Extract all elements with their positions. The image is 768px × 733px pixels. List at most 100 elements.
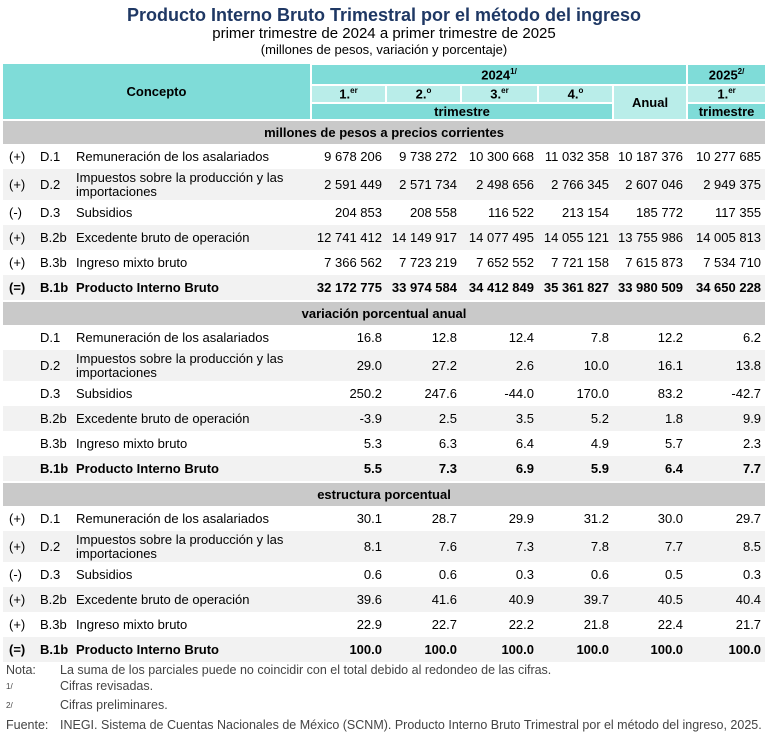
- table-row: (+) D.2 Impuestos sobre la producción y la…: [3, 531, 766, 562]
- row-value: 100.0: [613, 637, 688, 662]
- table-row: B.1b Producto Interno Bruto 5.5 7.3 6.9 5.9 6.…: [3, 456, 766, 482]
- footnote-key: 1/: [6, 681, 13, 691]
- row-concept: Subsidios: [76, 204, 133, 220]
- row-value: 5.5: [311, 456, 386, 482]
- row-value: 7.7: [687, 456, 766, 482]
- row-value: 14 005 813: [687, 225, 766, 250]
- footnote: 2/Cifras preliminares.: [6, 698, 768, 718]
- row-value: 7 615 873: [625, 255, 684, 270]
- row-value: 39.7: [538, 587, 613, 612]
- row-value: 5.7: [664, 436, 684, 451]
- footnote: 1/Cifras revisadas.: [6, 679, 768, 699]
- row-value: 11 032 358: [544, 149, 609, 164]
- row-value: 22.7: [431, 617, 457, 632]
- row-value: 22.9: [356, 617, 382, 632]
- footnote-text: Cifras preliminares.: [60, 698, 168, 713]
- row-concept: Producto Interno Bruto: [72, 637, 311, 662]
- row-concept: Impuestos sobre la producción y las impo…: [72, 350, 311, 381]
- row-code: D.2: [36, 531, 72, 562]
- row-value: 7 723 219: [399, 255, 457, 270]
- row-value: 247.6: [424, 386, 457, 401]
- row-value: 6.4: [515, 436, 534, 451]
- row-value: 5.3: [363, 436, 382, 451]
- row-value: 100.0: [386, 637, 461, 662]
- row-value: 5.9: [538, 456, 613, 482]
- row-concept: Excedente bruto de operación: [72, 587, 311, 612]
- row-value: 29.0: [311, 350, 386, 381]
- row-code: B.3b: [40, 255, 67, 270]
- row-value: 9 678 206: [324, 149, 382, 164]
- section-header: estructura porcentual: [3, 481, 766, 506]
- row-value: 39.6: [311, 587, 386, 612]
- row-value: 22.4: [657, 617, 684, 632]
- row-code: D.1: [40, 511, 61, 526]
- row-concept: Ingreso mixto bruto: [76, 616, 188, 632]
- row-concept: Subsidios: [76, 566, 133, 582]
- row-value: 13 755 986: [613, 225, 688, 250]
- row-code: D.1: [40, 149, 61, 164]
- row-value: 10 187 376: [617, 149, 684, 164]
- row-value: 204 853: [335, 205, 382, 220]
- row-sign: (=): [3, 275, 36, 301]
- row-value: 41.6: [386, 587, 461, 612]
- row-value: 14 077 495: [461, 225, 538, 250]
- row-sign: [3, 325, 36, 350]
- header-q1: 1.er: [310, 84, 386, 103]
- row-value: 16.1: [613, 350, 688, 381]
- row-value: 7.3: [386, 456, 461, 482]
- table-row: (+) B.3b Ingreso mixto bruto 22.9 22.7 22.2 21…: [3, 612, 765, 637]
- row-value: 7.8: [538, 531, 613, 562]
- footnote-key: 2/: [6, 701, 13, 711]
- row-code: B.3b: [40, 436, 67, 451]
- row-value: 2 949 375: [687, 169, 766, 200]
- row-sign: (+): [9, 255, 26, 270]
- row-value: 7 652 552: [476, 255, 534, 270]
- row-value: 7 534 710: [703, 255, 762, 270]
- row-value: 2 607 046: [613, 169, 688, 200]
- row-value: 6.9: [461, 456, 538, 482]
- row-value: 1.8: [613, 406, 688, 431]
- table-row: (=) B.1b Producto Interno Bruto 32 172 775 3…: [3, 275, 766, 301]
- row-value: 33 974 584: [386, 275, 461, 301]
- row-code: D.2: [36, 350, 72, 381]
- row-value: -3.9: [311, 406, 386, 431]
- row-value: 0.6: [363, 567, 382, 582]
- row-sign: (+): [9, 149, 26, 164]
- header-trimestre-2024: trimestre: [310, 102, 613, 120]
- row-sign: [3, 381, 36, 406]
- row-code: B.3b: [40, 617, 67, 632]
- row-value: 29.7: [735, 511, 762, 526]
- table-row: D.3 Subsidios 250.2 247.6 -44.0 170.0 83.2 -42.…: [3, 381, 765, 406]
- row-sign: [3, 406, 36, 431]
- row-concept: Impuestos sobre la producción y las impo…: [72, 169, 311, 200]
- row-value: 9 738 272: [399, 149, 457, 164]
- row-value: 6.3: [438, 436, 457, 451]
- row-value: 213 154: [562, 205, 609, 220]
- table-row: (+) B.2b Excedente bruto de operación 12 74…: [3, 225, 766, 250]
- row-value: 7.7: [613, 531, 688, 562]
- row-concept: Excedente bruto de operación: [72, 406, 311, 431]
- gdp-income-table: Concepto 20241/ 20252/ 1.er 2.o 3.er 4.o…: [3, 63, 766, 662]
- table-row: (+) D.1 Remuneración de los asalariados 9 6…: [3, 144, 765, 169]
- row-value: 16.8: [356, 330, 382, 345]
- row-value: 2 591 449: [311, 169, 386, 200]
- row-value: 2 766 345: [538, 169, 613, 200]
- row-value: 8.1: [311, 531, 386, 562]
- row-value: 7 366 562: [324, 255, 382, 270]
- footnote-key: Nota:: [6, 663, 36, 677]
- row-value: 83.2: [657, 386, 684, 401]
- row-code: B.2b: [36, 587, 72, 612]
- header-q4: 4.o: [537, 84, 613, 103]
- row-sign: (+): [3, 225, 36, 250]
- row-value: 32 172 775: [311, 275, 386, 301]
- row-sign: (+): [3, 587, 36, 612]
- row-value: 12.8: [431, 330, 457, 345]
- footnote: Nota: La suma de los parciales puede no c…: [6, 663, 768, 679]
- row-code: B.1b: [36, 637, 72, 662]
- footnotes: Nota: La suma de los parciales puede no c…: [6, 663, 768, 733]
- row-concept: Ingreso mixto bruto: [76, 435, 188, 451]
- row-value: 21.8: [583, 617, 609, 632]
- row-value: 0.3: [515, 567, 534, 582]
- row-code: D.3: [40, 386, 61, 401]
- row-value: 10 300 668: [468, 149, 534, 164]
